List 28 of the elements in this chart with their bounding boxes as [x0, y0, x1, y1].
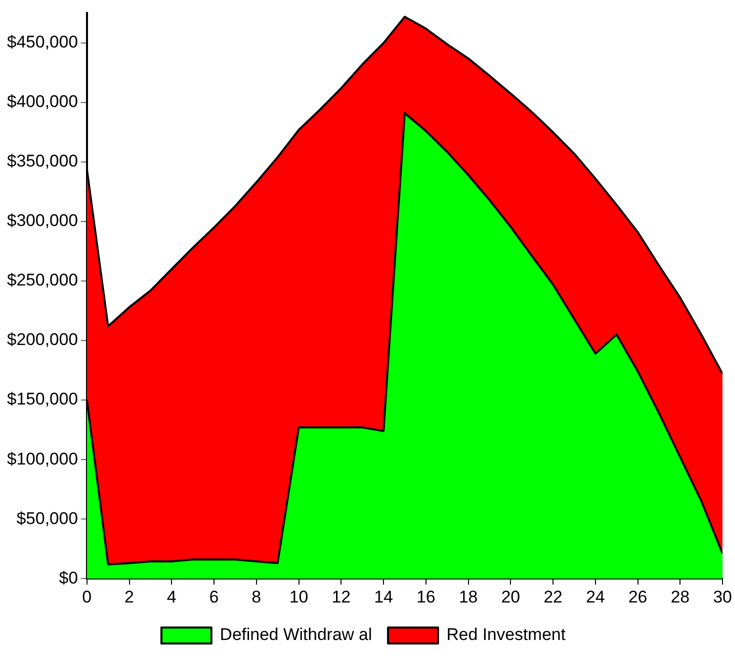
x-tick-label: 4: [166, 587, 176, 606]
x-tick-label: 12: [332, 587, 351, 606]
y-tick-label: $300,000: [7, 211, 78, 230]
x-tick-label: 26: [628, 587, 648, 606]
x-tick-label: 18: [458, 587, 478, 606]
legend-label: Defined Withdraw al: [220, 625, 372, 644]
x-tick-label: 10: [289, 587, 308, 606]
y-tick-label: $0: [58, 568, 78, 588]
x-tick-label: 2: [124, 587, 134, 606]
x-tick-label: 28: [670, 587, 690, 606]
y-tick-label: $250,000: [7, 270, 78, 290]
y-tick-label: $400,000: [7, 92, 78, 112]
y-tick-label: $200,000: [7, 330, 78, 350]
y-tick-label: $100,000: [7, 449, 78, 468]
x-tick-label: 6: [209, 587, 219, 606]
y-tick-label: $450,000: [7, 32, 78, 52]
y-tick-label: $350,000: [7, 152, 78, 171]
x-tick-label: 16: [416, 587, 436, 606]
y-tick-label: $50,000: [16, 508, 78, 528]
x-tick-label: 14: [374, 587, 393, 606]
y-tick-label: $150,000: [7, 390, 78, 409]
x-tick-label: 22: [544, 587, 562, 606]
x-tick-label: 30: [713, 587, 732, 606]
x-tick-label: 20: [501, 587, 520, 606]
x-tick-label: 8: [252, 587, 262, 606]
x-tick-label: 24: [586, 587, 605, 606]
x-tick-label: 0: [82, 587, 92, 606]
legend-label: Red Investment: [446, 625, 566, 644]
